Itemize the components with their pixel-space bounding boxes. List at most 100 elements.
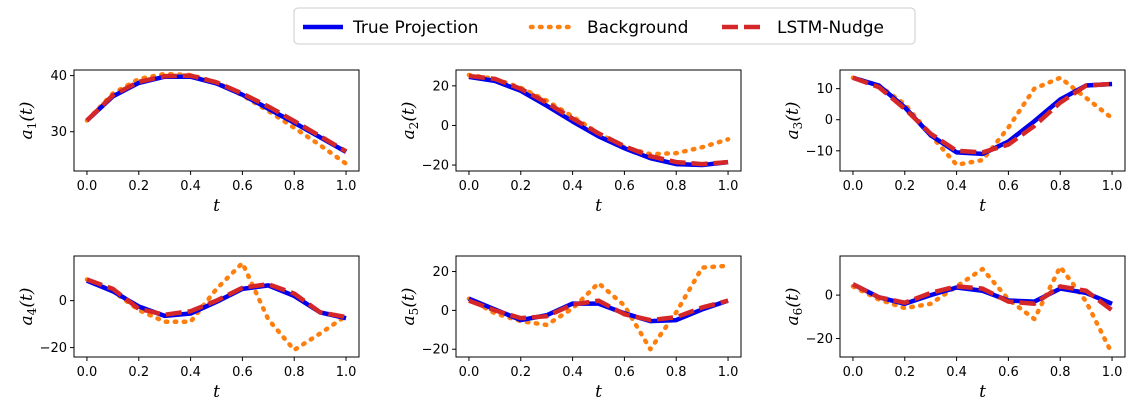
y-tick-label: 0 bbox=[441, 304, 449, 319]
y-tick-label: 10 bbox=[816, 82, 833, 97]
series-line-background bbox=[850, 264, 1115, 356]
x-tick-label: 0.4 bbox=[180, 179, 201, 194]
x-tick-label: 1.0 bbox=[336, 179, 357, 194]
legend-label: Background bbox=[587, 18, 688, 38]
y-axis-label-symbol: a bbox=[17, 315, 37, 325]
y-tick-label: 40 bbox=[50, 69, 67, 84]
y-axis-label-suffix: (t) bbox=[783, 102, 803, 122]
series-line-lstm-nudge bbox=[468, 73, 729, 167]
series-line-lstm-nudge bbox=[852, 75, 1113, 155]
y-axis-label: a6(t) bbox=[783, 288, 805, 326]
x-tick-label: 0.2 bbox=[894, 179, 915, 194]
y-axis-label: a3(t) bbox=[783, 102, 805, 140]
x-tick-label: 0.8 bbox=[666, 179, 687, 194]
series-line-background bbox=[84, 260, 349, 353]
x-tick-label: 0.8 bbox=[1050, 179, 1071, 194]
y-axis-label: a4(t) bbox=[17, 288, 39, 326]
x-tick-label: 1.0 bbox=[336, 365, 357, 380]
x-axis-label: t bbox=[979, 196, 986, 216]
x-tick-label: 0.6 bbox=[614, 365, 635, 380]
subplot-3: 0.0 0.2 0.4 0.6 0.8 1.0 10 0 −10 t a3(t) bbox=[783, 69, 1126, 216]
x-tick-label: 0.4 bbox=[946, 365, 967, 380]
x-tick-label: 0.0 bbox=[77, 365, 98, 380]
x-axis-label: t bbox=[595, 196, 602, 216]
legend-frame bbox=[293, 7, 916, 45]
x-axis-label: t bbox=[595, 382, 602, 402]
y-axis-label: a2(t) bbox=[399, 102, 421, 140]
y-tick-label: −20 bbox=[40, 341, 67, 356]
y-axis-label-subscript: 3 bbox=[791, 122, 805, 130]
y-axis-label-symbol: a bbox=[399, 315, 419, 325]
y-axis-label-subscript: 1 bbox=[25, 122, 39, 130]
x-axis-label: t bbox=[213, 196, 220, 216]
y-axis-label-subscript: 6 bbox=[791, 308, 805, 316]
axes-frame bbox=[839, 69, 1126, 172]
series-line-true-projection bbox=[468, 74, 729, 168]
x-tick-label: 1.0 bbox=[1102, 179, 1123, 194]
x-axis-label: t bbox=[213, 382, 220, 402]
y-tick-label: −10 bbox=[806, 144, 833, 159]
series-line-background bbox=[466, 263, 731, 352]
axes-frame bbox=[455, 255, 742, 358]
x-tick-label: 0.8 bbox=[284, 365, 305, 380]
y-axis-label-symbol: a bbox=[783, 129, 803, 139]
legend-label: True Projection bbox=[352, 18, 479, 38]
axes-frame bbox=[73, 69, 360, 172]
y-tick-label: 0 bbox=[825, 289, 833, 304]
y-axis-label-suffix: (t) bbox=[17, 288, 37, 308]
subplot-6: 0.0 0.2 0.4 0.6 0.8 1.0 0 −20 t a6(t) bbox=[783, 255, 1126, 402]
y-axis-label-symbol: a bbox=[399, 129, 419, 139]
y-axis-label: a1(t) bbox=[17, 102, 39, 140]
axes-frame bbox=[839, 255, 1126, 358]
x-tick-label: 0.2 bbox=[510, 365, 531, 380]
y-axis-label-symbol: a bbox=[783, 315, 803, 325]
x-tick-label: 0.4 bbox=[946, 179, 967, 194]
subplot-5: 0.0 0.2 0.4 0.6 0.8 1.0 20 0 −20 t a5(t) bbox=[399, 255, 742, 402]
x-tick-label: 0.0 bbox=[77, 179, 98, 194]
y-axis-label-suffix: (t) bbox=[17, 102, 37, 122]
x-tick-label: 0.2 bbox=[894, 365, 915, 380]
plot-area bbox=[84, 260, 349, 353]
plot-area bbox=[466, 72, 731, 168]
legend: True Projection Background LSTM-Nudge bbox=[293, 7, 916, 45]
y-axis-label-suffix: (t) bbox=[399, 102, 419, 122]
x-tick-label: 0.0 bbox=[459, 179, 480, 194]
series-line-lstm-nudge bbox=[851, 282, 1114, 313]
x-tick-label: 1.0 bbox=[718, 365, 739, 380]
x-tick-label: 1.0 bbox=[718, 179, 739, 194]
x-tick-label: 0.6 bbox=[998, 365, 1019, 380]
series-line-lstm-nudge bbox=[468, 298, 729, 323]
y-tick-label: 0 bbox=[59, 294, 67, 309]
y-axis-label-subscript: 5 bbox=[407, 308, 421, 316]
x-tick-label: 0.2 bbox=[510, 179, 531, 194]
plot-area bbox=[84, 71, 349, 166]
x-tick-label: 1.0 bbox=[1102, 365, 1123, 380]
plot-area bbox=[850, 75, 1115, 168]
x-tick-label: 0.8 bbox=[284, 179, 305, 194]
subplot-4: 0.0 0.2 0.4 0.6 0.8 1.0 0 −20 t a4(t) bbox=[17, 255, 360, 402]
x-tick-label: 0.6 bbox=[232, 365, 253, 380]
y-tick-label: 0 bbox=[441, 119, 449, 134]
x-tick-label: 0.6 bbox=[998, 179, 1019, 194]
x-tick-label: 0.8 bbox=[666, 365, 687, 380]
y-tick-label: 30 bbox=[50, 125, 67, 140]
series-line-lstm-nudge bbox=[86, 277, 347, 320]
x-tick-label: 0.8 bbox=[1050, 365, 1071, 380]
x-tick-label: 0.2 bbox=[128, 365, 149, 380]
y-tick-label: −20 bbox=[422, 159, 449, 174]
y-axis-label-suffix: (t) bbox=[783, 288, 803, 308]
legend-label: LSTM-Nudge bbox=[777, 18, 884, 38]
y-axis-label-symbol: a bbox=[17, 129, 37, 139]
y-tick-label: 0 bbox=[825, 113, 833, 128]
y-tick-label: 20 bbox=[432, 265, 449, 280]
y-axis-label-subscript: 4 bbox=[25, 307, 39, 315]
plot-area bbox=[466, 263, 731, 352]
subplot-1: 0.0 0.2 0.4 0.6 0.8 1.0 30 40 t a1(t) bbox=[17, 69, 360, 216]
x-tick-label: 0.6 bbox=[232, 179, 253, 194]
x-tick-label: 0.4 bbox=[562, 179, 583, 194]
x-tick-label: 0.0 bbox=[843, 179, 864, 194]
y-tick-label: −20 bbox=[806, 332, 833, 347]
axes-frame bbox=[455, 69, 742, 172]
x-axis-label: t bbox=[979, 382, 986, 402]
